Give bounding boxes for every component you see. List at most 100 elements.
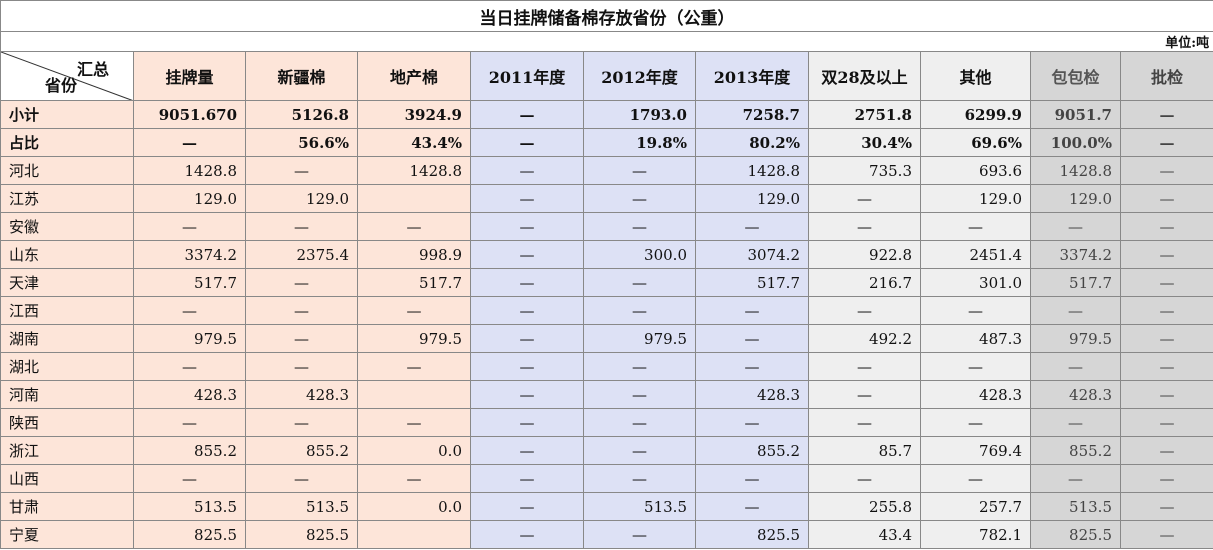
cell: — bbox=[695, 324, 809, 353]
cell: — bbox=[357, 212, 471, 241]
cell: — bbox=[808, 184, 921, 213]
table-row: 湖北 — — — — — — — — — — bbox=[0, 352, 1213, 381]
cell: — bbox=[583, 464, 696, 493]
cell: — bbox=[470, 352, 584, 381]
cell: — bbox=[583, 436, 696, 465]
row-label: 小计 bbox=[0, 100, 134, 129]
cell: 3374.2 bbox=[1030, 240, 1121, 269]
cell: — bbox=[920, 408, 1031, 437]
cell: — bbox=[1119, 464, 1213, 493]
cell: 129.0 bbox=[920, 184, 1031, 213]
table-row: 江西 — — — — — — — — — — bbox=[0, 296, 1213, 325]
cell: 3924.9 bbox=[357, 100, 471, 129]
cell: — bbox=[470, 184, 584, 213]
cell: — bbox=[470, 464, 584, 493]
cell: 855.2 bbox=[133, 436, 246, 465]
cell: 30.4% bbox=[808, 128, 921, 157]
cell: 257.7 bbox=[920, 492, 1031, 521]
cell: — bbox=[133, 296, 246, 325]
row-label: 湖南 bbox=[0, 324, 134, 353]
cell: 1793.0 bbox=[583, 100, 696, 129]
cell: 517.7 bbox=[133, 268, 246, 297]
cell: — bbox=[695, 464, 809, 493]
column-header: 双28及以上 bbox=[808, 51, 921, 101]
cell: 517.7 bbox=[695, 268, 809, 297]
cell: — bbox=[920, 212, 1031, 241]
cell: — bbox=[1030, 464, 1121, 493]
cell: 428.3 bbox=[245, 380, 358, 409]
table-row: 小计 9051.670 5126.8 3924.9—1793.0 7258.7 2751.… bbox=[0, 100, 1213, 129]
cell: — bbox=[357, 296, 471, 325]
cell: 1428.8 bbox=[357, 156, 471, 185]
cell: 129.0 bbox=[1030, 184, 1121, 213]
cell: 300.0 bbox=[583, 240, 696, 269]
cell: — bbox=[695, 212, 809, 241]
cell: 998.9 bbox=[357, 240, 471, 269]
row-label: 江苏 bbox=[0, 184, 134, 213]
cell: 428.3 bbox=[1030, 380, 1121, 409]
cell: 6299.9 bbox=[920, 100, 1031, 129]
cell: 825.5 bbox=[695, 520, 809, 549]
cell: — bbox=[583, 352, 696, 381]
cell: — bbox=[1119, 128, 1213, 157]
row-label: 山东 bbox=[0, 240, 134, 269]
row-label: 陕西 bbox=[0, 408, 134, 437]
cell: — bbox=[133, 464, 246, 493]
column-header: 2013年度 bbox=[695, 51, 809, 101]
cell: 301.0 bbox=[920, 268, 1031, 297]
cell: — bbox=[245, 156, 358, 185]
cell: — bbox=[1119, 100, 1213, 129]
table-title: 当日挂牌储备棉存放省份（公重） bbox=[0, 0, 1213, 32]
cell: 428.3 bbox=[695, 380, 809, 409]
cell: 855.2 bbox=[1030, 436, 1121, 465]
cell: 2451.4 bbox=[920, 240, 1031, 269]
cell: 43.4% bbox=[357, 128, 471, 157]
row-label: 天津 bbox=[0, 268, 134, 297]
cell: — bbox=[1030, 408, 1121, 437]
cell: — bbox=[695, 408, 809, 437]
table-row: 河南 428.3 428.3— —428.3—428.3 428.3— bbox=[0, 380, 1213, 409]
column-header: 地产棉 bbox=[357, 51, 471, 101]
cell: — bbox=[245, 296, 358, 325]
cell: 5126.8 bbox=[245, 100, 358, 129]
cell: — bbox=[583, 156, 696, 185]
cell: 428.3 bbox=[920, 380, 1031, 409]
cell: — bbox=[470, 492, 584, 521]
cell: 3374.2 bbox=[133, 240, 246, 269]
cell: 216.7 bbox=[808, 268, 921, 297]
cell: 487.3 bbox=[920, 324, 1031, 353]
cell: 129.0 bbox=[245, 184, 358, 213]
cell: — bbox=[470, 212, 584, 241]
cell: 735.3 bbox=[808, 156, 921, 185]
cell: — bbox=[1119, 184, 1213, 213]
table-row: 河北 1428.8—1428.8— —1428.8 735.3 693.6 1428.8— bbox=[0, 156, 1213, 185]
cell: — bbox=[1030, 296, 1121, 325]
column-header: 批检 bbox=[1119, 51, 1213, 101]
cell: 979.5 bbox=[1030, 324, 1121, 353]
cell: 979.5 bbox=[583, 324, 696, 353]
cell: — bbox=[583, 184, 696, 213]
cell: — bbox=[1030, 212, 1121, 241]
table-row: 陕西 — — — — — — — — — — bbox=[0, 408, 1213, 437]
cell: 43.4 bbox=[808, 520, 921, 549]
cell: — bbox=[1119, 296, 1213, 325]
cell: — bbox=[1119, 380, 1213, 409]
cell: — bbox=[470, 156, 584, 185]
cell: — bbox=[583, 268, 696, 297]
cell: 0.0 bbox=[357, 492, 471, 521]
corner-bottom: 省份 bbox=[45, 76, 78, 95]
cell: — bbox=[470, 240, 584, 269]
cell: — bbox=[808, 380, 921, 409]
cell: — bbox=[133, 408, 246, 437]
cell: 922.8 bbox=[808, 240, 921, 269]
cell: — bbox=[583, 380, 696, 409]
unit-label: 单位:吨 bbox=[0, 31, 1213, 52]
table-row: 安徽 — — — — — — — — — — bbox=[0, 212, 1213, 241]
cell: — bbox=[470, 128, 584, 157]
cell: — bbox=[583, 296, 696, 325]
table-row: 江苏 129.0 129.0— —129.0—129.0 129.0— bbox=[0, 184, 1213, 213]
cell: — bbox=[583, 212, 696, 241]
column-header: 新疆棉 bbox=[245, 51, 358, 101]
